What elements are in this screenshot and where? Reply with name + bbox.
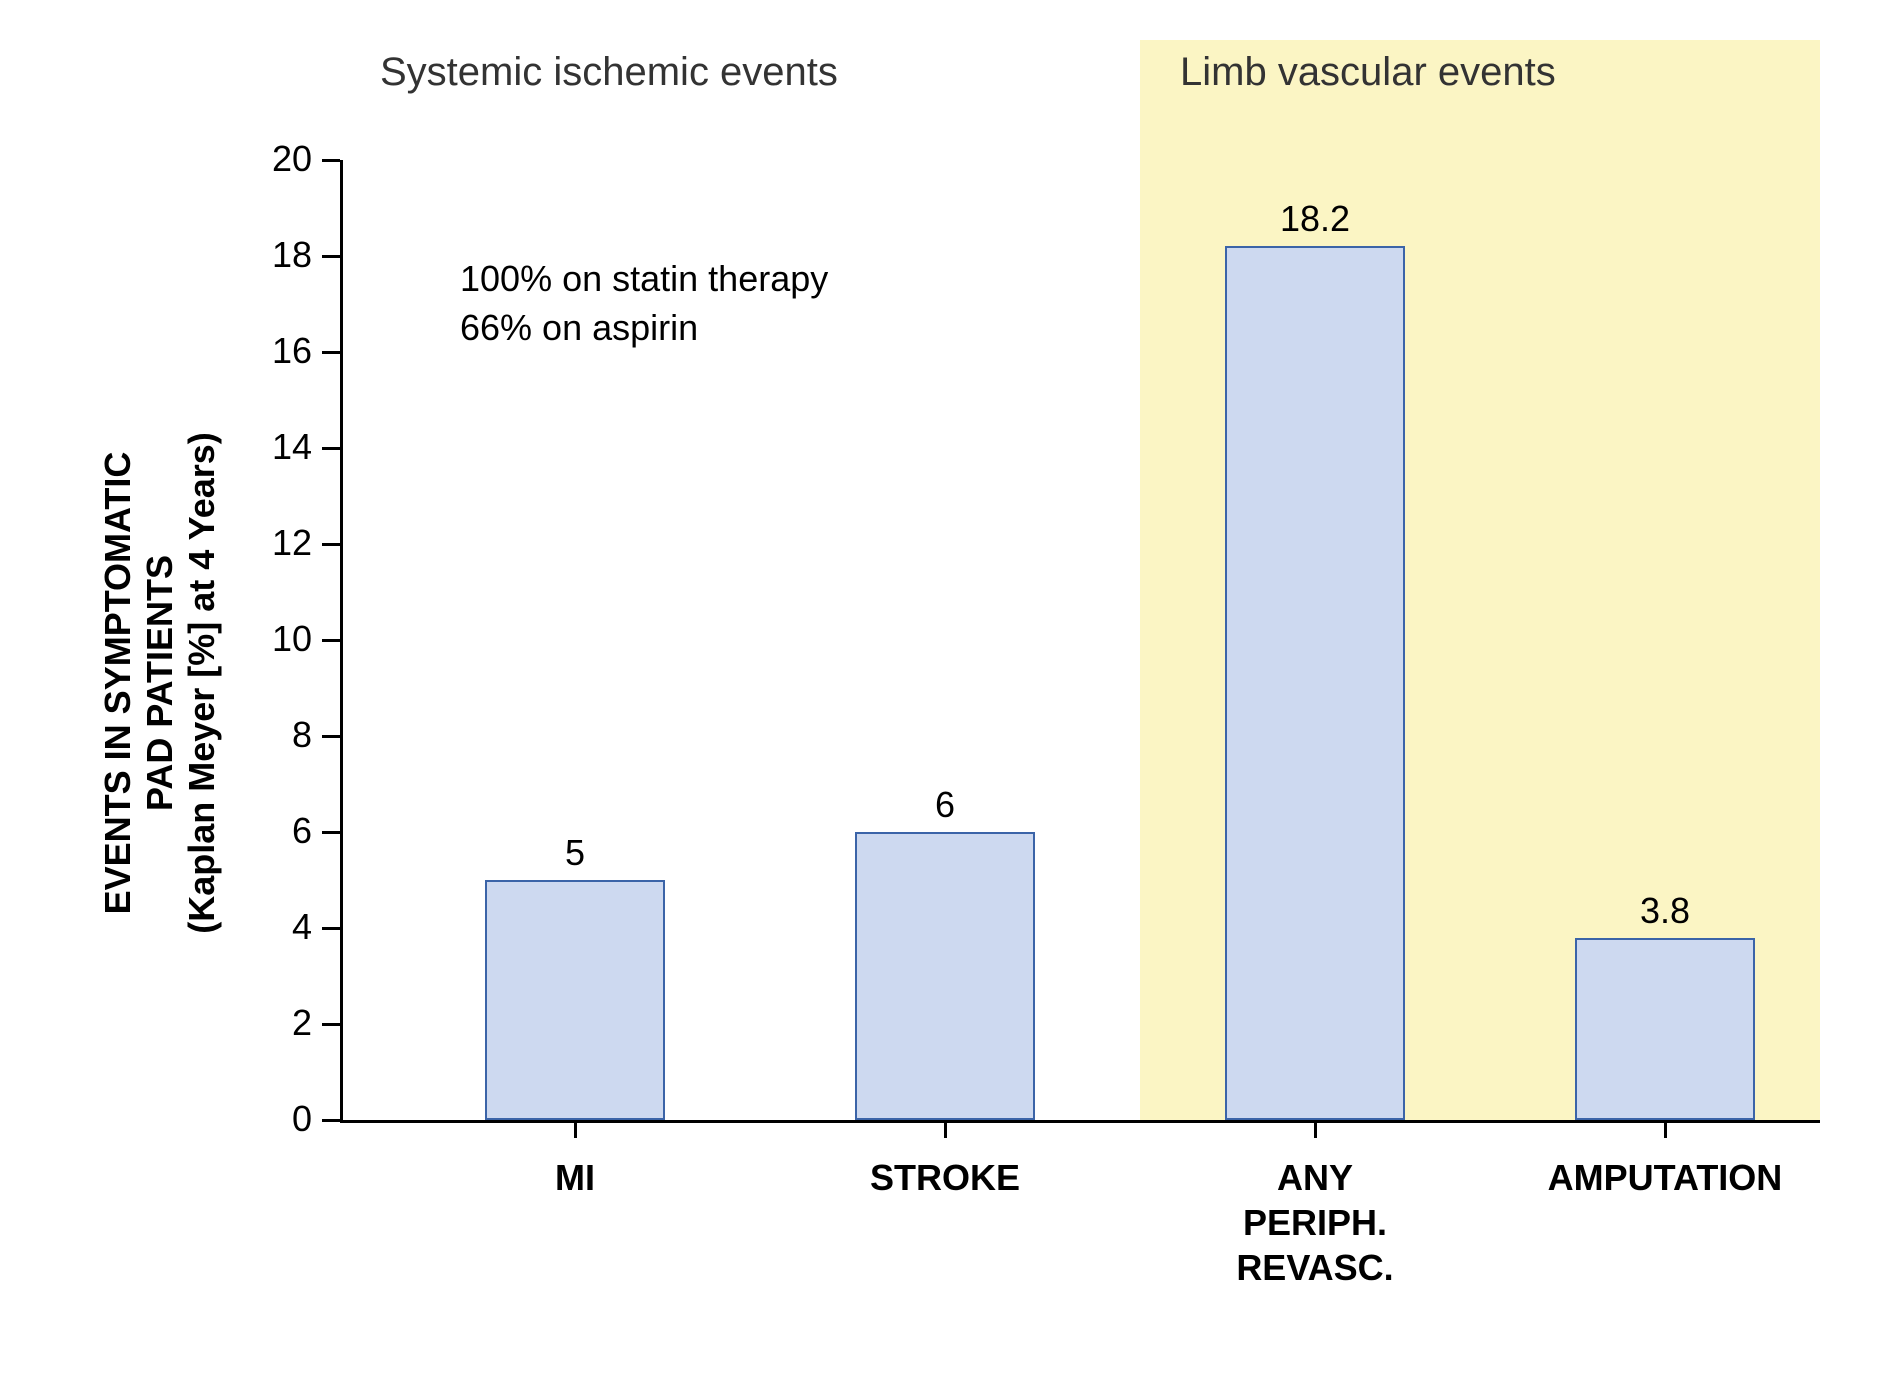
y-axis [340,160,343,1120]
y-tick-label: 14 [252,426,312,468]
y-axis-title-line1: EVENTS IN SYMPTOMATIC [97,383,139,983]
y-tick-label: 20 [252,138,312,180]
x-category-label: STROKE [795,1155,1095,1200]
y-tick-label: 8 [252,714,312,756]
y-tick-label: 12 [252,522,312,564]
y-tick-label: 2 [252,1002,312,1044]
y-tick [322,351,340,354]
y-tick-label: 16 [252,330,312,372]
bar-value-label: 5 [565,832,585,874]
bar-value-label: 18.2 [1280,198,1350,240]
chart-container: Systemic ischemic events Limb vascular e… [40,40,1849,1351]
y-tick-label: 0 [252,1098,312,1140]
y-tick [322,1119,340,1122]
group-label-left: Systemic ischemic events [380,50,838,95]
y-tick [322,927,340,930]
y-tick [322,1023,340,1026]
bar [1575,938,1755,1120]
bar [1225,246,1405,1120]
x-tick [574,1120,577,1138]
annotation-line-1: 100% on statin therapy [460,255,828,304]
y-tick-label: 18 [252,234,312,276]
y-tick [322,159,340,162]
bar [855,832,1035,1120]
x-category-label: ANYPERIPH.REVASC. [1165,1155,1465,1290]
y-tick [322,831,340,834]
x-tick [1664,1120,1667,1138]
group-label-right: Limb vascular events [1180,50,1556,95]
y-tick [322,255,340,258]
y-axis-title: EVENTS IN SYMPTOMATIC PAD PATIENTS (Kapl… [97,383,223,983]
y-tick [322,639,340,642]
bar [485,880,665,1120]
y-tick [322,735,340,738]
y-tick-label: 4 [252,906,312,948]
y-tick-label: 10 [252,618,312,660]
x-category-label: AMPUTATION [1515,1155,1815,1200]
y-axis-title-line3: (Kaplan Meyer [%] at 4 Years) [181,383,223,983]
y-tick [322,447,340,450]
x-tick [944,1120,947,1138]
y-tick [322,543,340,546]
x-tick [1314,1120,1317,1138]
x-axis [340,1120,1820,1123]
bar-value-label: 6 [935,784,955,826]
y-tick-label: 6 [252,810,312,852]
annotation-line-2: 66% on aspirin [460,304,828,353]
y-axis-title-line2: PAD PATIENTS [139,383,181,983]
x-category-label: MI [425,1155,725,1200]
bar-value-label: 3.8 [1640,890,1690,932]
annotation-text: 100% on statin therapy 66% on aspirin [460,255,828,352]
